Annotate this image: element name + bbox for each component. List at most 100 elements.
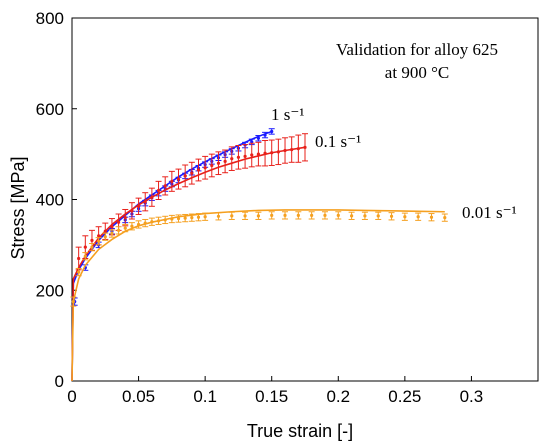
data-point bbox=[236, 155, 241, 159]
data-point bbox=[256, 152, 260, 156]
y-tick-label: 0 bbox=[55, 372, 64, 391]
data-point bbox=[276, 150, 280, 154]
y-tick-label: 400 bbox=[36, 191, 64, 210]
data-point bbox=[376, 214, 380, 218]
y-tick-label: 800 bbox=[36, 9, 64, 28]
data-point bbox=[176, 216, 181, 221]
data-point bbox=[336, 213, 340, 217]
data-point bbox=[263, 133, 267, 137]
data-point bbox=[130, 224, 134, 228]
data-point bbox=[163, 218, 167, 222]
chart-annotation-line-1: Validation for alloy 625 bbox=[336, 40, 498, 59]
model-line bbox=[71, 209, 445, 382]
data-point bbox=[130, 209, 134, 213]
series-label: 0.1 s⁻¹ bbox=[315, 132, 361, 151]
data-point bbox=[270, 151, 274, 155]
x-tick-label: 0.15 bbox=[255, 387, 288, 406]
data-point bbox=[296, 147, 300, 151]
series-1: 0.1 s⁻¹ bbox=[71, 132, 361, 382]
data-point bbox=[230, 157, 234, 161]
data-point bbox=[243, 154, 247, 158]
data-point bbox=[136, 204, 141, 208]
data-point bbox=[243, 214, 247, 218]
data-point bbox=[270, 129, 274, 134]
data-point bbox=[270, 213, 274, 217]
y-tick-label: 600 bbox=[36, 100, 64, 119]
series-label: 0.01 s⁻¹ bbox=[462, 203, 517, 222]
data-point bbox=[77, 256, 81, 261]
x-axis-ticks: 0 0.05 0.1 0.15 0.2 0.25 0.3 bbox=[67, 376, 483, 406]
data-point bbox=[296, 213, 300, 217]
data-point bbox=[90, 245, 94, 249]
data-point bbox=[103, 235, 107, 239]
data-point bbox=[256, 136, 260, 140]
data-point bbox=[71, 299, 75, 304]
model-line bbox=[71, 130, 272, 382]
data-point bbox=[83, 254, 87, 258]
series-2: 0.01 s⁻¹ bbox=[70, 203, 517, 382]
data-point bbox=[117, 228, 121, 232]
data-point bbox=[250, 153, 254, 157]
data-point bbox=[323, 213, 327, 217]
data-point bbox=[283, 213, 287, 217]
data-point bbox=[389, 214, 394, 218]
data-point bbox=[190, 216, 194, 220]
data-point bbox=[156, 188, 161, 193]
data-point bbox=[183, 216, 187, 220]
data-point bbox=[123, 226, 127, 230]
series-layer: 1 s⁻¹ 0.1 s⁻¹ 0.01 s⁻¹ bbox=[70, 105, 517, 382]
data-point bbox=[123, 216, 127, 220]
plot-area-border bbox=[71, 17, 539, 382]
data-point bbox=[183, 174, 187, 178]
data-point bbox=[90, 238, 94, 242]
x-tick-label: 0.2 bbox=[326, 387, 350, 406]
data-point bbox=[283, 148, 287, 153]
data-point bbox=[250, 140, 254, 144]
series-label: 1 s⁻¹ bbox=[271, 105, 304, 124]
x-axis-label: True strain [-] bbox=[247, 421, 353, 441]
data-point bbox=[136, 222, 141, 227]
data-point bbox=[310, 213, 314, 217]
data-point bbox=[170, 179, 174, 183]
data-point bbox=[163, 184, 167, 188]
data-point bbox=[263, 151, 267, 155]
data-point bbox=[143, 221, 147, 225]
data-point bbox=[290, 147, 294, 152]
data-point bbox=[97, 239, 101, 243]
data-point bbox=[143, 200, 147, 204]
data-point bbox=[256, 214, 260, 218]
data-point bbox=[110, 231, 114, 236]
data-point bbox=[77, 270, 81, 274]
plot-frame bbox=[71, 17, 539, 382]
y-axis-ticks: 0 200 400 600 800 bbox=[36, 9, 77, 391]
data-point bbox=[150, 195, 154, 199]
data-point bbox=[223, 159, 227, 163]
x-tick-label: 0.3 bbox=[460, 387, 484, 406]
data-point bbox=[363, 214, 367, 218]
data-point bbox=[416, 215, 420, 219]
data-point bbox=[230, 214, 234, 218]
y-tick-label: 200 bbox=[36, 281, 64, 300]
x-tick-label: 0.25 bbox=[388, 387, 421, 406]
data-point bbox=[216, 214, 221, 218]
data-point bbox=[196, 215, 201, 219]
data-point bbox=[203, 215, 207, 219]
data-point bbox=[176, 177, 181, 181]
data-point bbox=[429, 215, 434, 219]
x-tick-label: 0.05 bbox=[122, 387, 155, 406]
data-point bbox=[203, 166, 207, 170]
data-point bbox=[150, 220, 154, 224]
y-axis-label: Stress [MPa] bbox=[8, 156, 28, 259]
data-point bbox=[170, 217, 174, 221]
x-tick-label: 0 bbox=[67, 387, 76, 406]
data-point bbox=[97, 234, 101, 238]
data-point bbox=[156, 219, 161, 223]
data-point bbox=[103, 229, 107, 233]
data-point bbox=[196, 168, 201, 172]
data-point bbox=[110, 225, 114, 229]
chart-annotation-line-2: at 900 °C bbox=[385, 63, 449, 82]
data-point bbox=[303, 145, 307, 149]
data-point bbox=[350, 214, 354, 218]
data-point bbox=[190, 171, 194, 175]
